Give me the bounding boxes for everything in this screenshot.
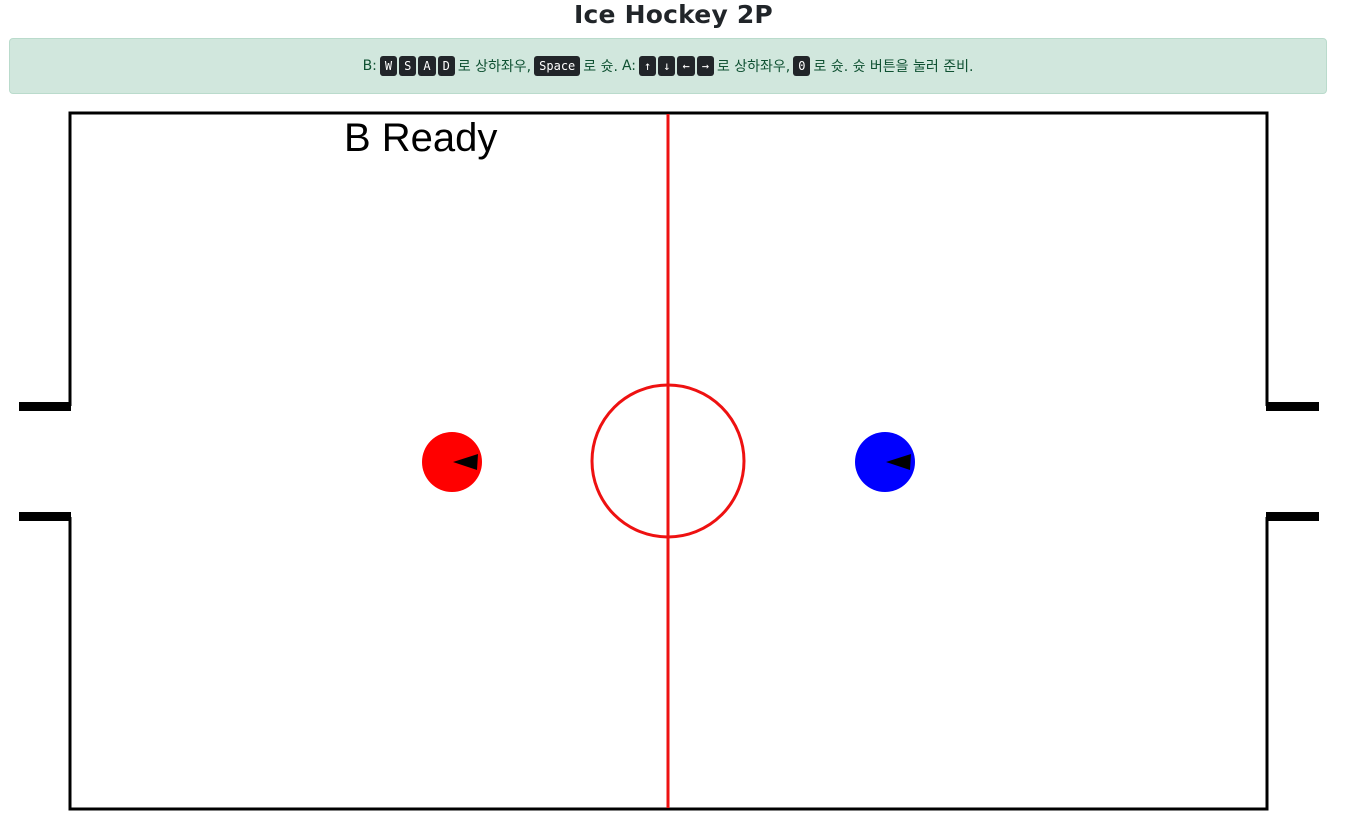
key-zero: 0 bbox=[793, 56, 811, 76]
game-status-text: B Ready bbox=[344, 116, 498, 160]
key-s: S bbox=[399, 56, 417, 76]
key-arrow-right: → bbox=[696, 56, 714, 76]
player-a bbox=[855, 432, 915, 492]
key-arrow-up: ↑ bbox=[639, 56, 657, 76]
player-b bbox=[422, 432, 482, 492]
key-a: A bbox=[418, 56, 436, 76]
center-circle bbox=[590, 383, 746, 539]
page-title: Ice Hockey 2P bbox=[574, 0, 773, 29]
player-a-body bbox=[855, 432, 915, 492]
left-goal-post-bottom bbox=[19, 512, 71, 521]
key-arrow-left: ← bbox=[677, 56, 695, 76]
player-b-prefix: B: bbox=[362, 58, 377, 74]
player-b-move-text: 로 상하좌우, bbox=[457, 59, 532, 75]
player-b-body bbox=[422, 432, 482, 492]
controls-info-bar: B: W S A D 로 상하좌우, Space 로 슛. A: ↑ ↓ ← →… bbox=[9, 38, 1327, 94]
key-d: D bbox=[437, 56, 455, 76]
rink-border bbox=[68, 111, 1269, 811]
rink-left-upper-wall bbox=[68, 111, 1269, 406]
player-b-direction-indicator bbox=[453, 454, 478, 470]
key-w: W bbox=[379, 56, 398, 76]
player-b-shoot-text: 로 슛. bbox=[583, 59, 618, 75]
key-arrow-down: ↓ bbox=[658, 56, 676, 76]
player-a-prefix: A: bbox=[621, 58, 636, 74]
player-a-move-text: 로 상하좌우, bbox=[716, 59, 791, 75]
right-goal-post-bottom bbox=[1266, 512, 1319, 521]
key-space: Space bbox=[534, 56, 581, 76]
left-goal-post-top bbox=[19, 402, 71, 411]
player-a-direction-indicator bbox=[886, 454, 911, 470]
rink-lower-wall bbox=[68, 517, 1269, 811]
right-goal-post-top bbox=[1266, 402, 1319, 411]
player-a-shoot-text: 로 슛. 슛 버튼을 눌러 준비. bbox=[813, 59, 974, 75]
